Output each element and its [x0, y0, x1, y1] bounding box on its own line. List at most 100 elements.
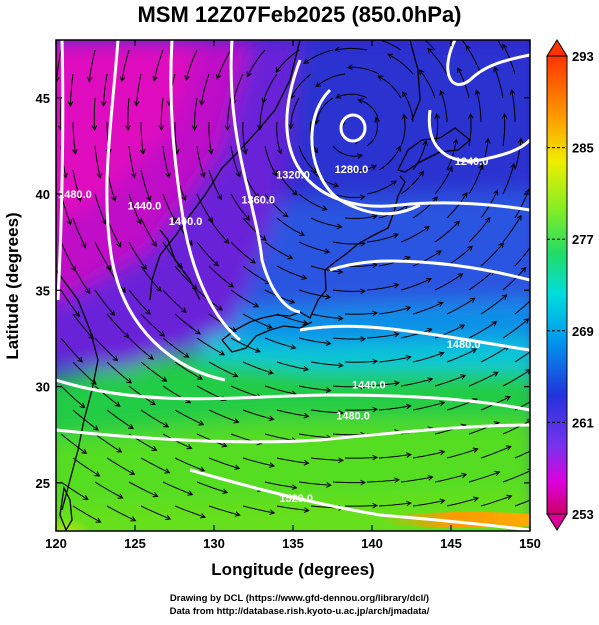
streamline	[476, 90, 482, 123]
streamline-arrow	[149, 399, 156, 406]
streamline	[128, 241, 147, 270]
streamline-arrow	[325, 293, 332, 300]
streamline	[208, 217, 230, 244]
streamline-arrow	[116, 447, 123, 453]
streamline-arrow	[276, 148, 283, 155]
streamline-arrow	[67, 101, 74, 107]
streamline	[502, 420, 530, 435]
streamline-arrow	[337, 268, 344, 275]
contour-label: 1440.0	[352, 380, 386, 392]
streamline	[94, 337, 118, 362]
streamline	[242, 361, 274, 374]
streamline-arrow	[493, 189, 499, 196]
streamline	[298, 289, 331, 298]
streamline	[72, 121, 76, 154]
contour-label: 1480.0	[58, 189, 92, 201]
streamline	[344, 312, 377, 315]
streamline	[264, 241, 293, 259]
streamline	[332, 337, 366, 340]
y-tick-label: 25	[36, 476, 50, 491]
colorbar-label: 253	[572, 507, 594, 522]
streamline-arrow	[326, 482, 332, 488]
streamline-arrow	[267, 369, 274, 375]
streamline-arrow	[465, 44, 471, 51]
streamline	[366, 382, 399, 387]
streamline	[94, 289, 115, 316]
streamline	[276, 505, 309, 511]
streamline-arrow	[427, 47, 433, 54]
streamline-arrow	[275, 67, 281, 73]
streamline-arrow	[207, 216, 214, 223]
streamline-arrow	[260, 235, 267, 241]
streamline	[378, 306, 411, 315]
streamline	[377, 75, 402, 99]
streamline-arrow	[235, 171, 241, 178]
streamline-arrow	[324, 248, 331, 254]
streamline-arrow	[333, 182, 340, 188]
streamline-arrow	[302, 319, 309, 326]
streamline	[497, 40, 504, 51]
contour-label: 1280.0	[335, 164, 369, 176]
streamline	[162, 481, 193, 496]
streamline-arrow	[387, 53, 393, 59]
streamline-arrow	[216, 194, 222, 201]
streamline-arrow	[228, 282, 235, 288]
chart-title: MSM 12Z07Feb2025 (850.0hPa)	[137, 2, 462, 27]
streamline-arrow	[288, 123, 294, 130]
streamline-arrow	[510, 163, 516, 169]
streamline	[298, 145, 317, 173]
streamline	[366, 233, 399, 243]
streamline-arrow	[200, 172, 206, 179]
colorbar-bottom-arrow	[546, 513, 568, 531]
streamline	[242, 313, 272, 329]
streamline	[128, 481, 158, 497]
streamline-arrow	[164, 468, 171, 474]
streamline	[366, 479, 399, 483]
streamline-arrow	[112, 355, 119, 362]
streamline-arrow	[244, 215, 251, 221]
streamline	[242, 265, 271, 284]
streamline	[60, 241, 76, 271]
streamline	[264, 481, 297, 489]
streamline	[140, 122, 144, 154]
streamline-arrow	[197, 374, 204, 380]
streamline	[264, 385, 296, 395]
streamline-arrow	[199, 466, 206, 472]
streamline	[230, 337, 261, 353]
streamline-arrow	[338, 362, 344, 369]
streamline	[468, 471, 500, 483]
colorbar-scale	[546, 55, 568, 515]
streamline	[208, 169, 222, 200]
streamline-arrow	[372, 262, 378, 268]
contour-labels: 1240.0 1280.0 1320.0 1360.0 1400.0 1440.0 1480…	[58, 156, 488, 505]
streamline-arrow	[472, 496, 479, 503]
contour-label: 1320.0	[276, 170, 310, 182]
streamline-arrow	[356, 153, 363, 159]
streamline	[412, 301, 444, 315]
x-tick-label: 145	[440, 536, 462, 551]
streamline-arrow	[390, 180, 397, 186]
streamline	[412, 196, 438, 219]
streamline-arrow	[254, 347, 261, 353]
streamline-arrow	[114, 401, 121, 407]
streamline	[446, 448, 478, 459]
streamline	[128, 193, 142, 224]
streamline-arrow	[334, 46, 341, 53]
streamline	[106, 505, 136, 522]
streamline-arrow	[418, 69, 425, 76]
streamline	[153, 49, 164, 81]
streamline	[140, 409, 169, 428]
streamline	[106, 457, 135, 475]
streamline-arrow	[377, 75, 384, 81]
streamline	[242, 409, 274, 420]
streamline	[434, 114, 439, 147]
streamline-arrow	[454, 220, 460, 227]
streamline	[196, 481, 228, 494]
streamline-arrow	[525, 369, 530, 375]
credits: Drawing by DCL (https://www.gfd-dennou.o…	[0, 592, 599, 618]
streamline-arrow	[468, 113, 474, 119]
x-tick-label: 120	[45, 536, 67, 551]
streamline	[502, 470, 530, 483]
streamline-arrow	[81, 242, 87, 249]
streamline-arrow	[530, 241, 535, 246]
